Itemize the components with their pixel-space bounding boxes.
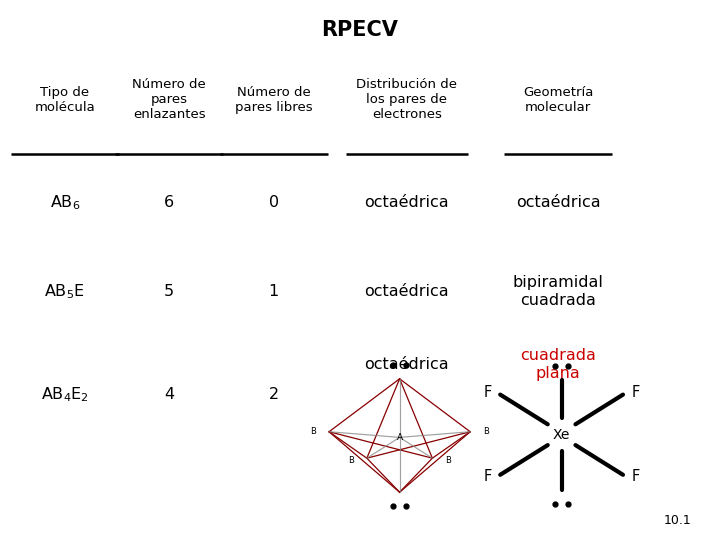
Text: B: B	[483, 427, 489, 436]
Text: F: F	[483, 469, 491, 484]
Text: cuadrada
plana: cuadrada plana	[520, 348, 596, 381]
Text: bipiramidal
cuadrada: bipiramidal cuadrada	[513, 275, 603, 308]
Text: B: B	[348, 456, 354, 465]
Text: 1: 1	[269, 284, 279, 299]
Text: F: F	[483, 385, 491, 400]
Text: Distribución de
los pares de
electrones: Distribución de los pares de electrones	[356, 78, 457, 122]
Text: 0: 0	[269, 195, 279, 210]
Text: octaédrica: octaédrica	[364, 284, 449, 299]
Text: AB$_4$E$_2$: AB$_4$E$_2$	[41, 385, 89, 403]
Text: 4: 4	[164, 387, 174, 402]
Text: Xe: Xe	[553, 428, 570, 442]
Text: Geometría
molecular: Geometría molecular	[523, 86, 593, 114]
Text: Número de
pares libres: Número de pares libres	[235, 86, 312, 114]
Text: 2: 2	[269, 387, 279, 402]
Text: octaédrica: octaédrica	[364, 195, 449, 210]
Text: F: F	[632, 469, 640, 484]
Text: Tipo de
molécula: Tipo de molécula	[35, 86, 95, 114]
Text: AB$_6$: AB$_6$	[50, 193, 80, 212]
Text: B: B	[445, 456, 451, 465]
Text: AB$_5$E: AB$_5$E	[45, 282, 85, 301]
Text: 5: 5	[164, 284, 174, 299]
Text: Número de
pares
enlazantes: Número de pares enlazantes	[132, 78, 206, 122]
Text: 6: 6	[164, 195, 174, 210]
Text: A: A	[397, 433, 402, 442]
Text: F: F	[632, 385, 640, 400]
Text: octaédrica: octaédrica	[364, 357, 449, 372]
Text: B: B	[310, 427, 316, 436]
Text: 10.1: 10.1	[663, 514, 691, 526]
Text: RPECV: RPECV	[322, 19, 398, 40]
Text: octaédrica: octaédrica	[516, 195, 600, 210]
